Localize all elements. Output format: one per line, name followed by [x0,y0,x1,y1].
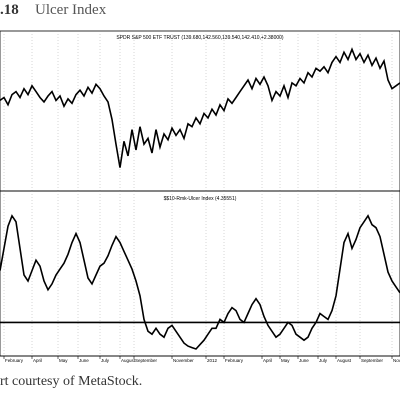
x-tick-label: February [225,358,244,363]
x-tick-label: April [263,358,272,363]
x-tick-label: November [173,358,194,363]
x-tick-label: September [135,358,158,363]
ulcer-series-line [0,214,400,350]
figure-caption: rt courtesy of MetaStock. [0,374,143,389]
x-tick-labels: February April May June July August September N… [3,356,400,363]
x-tick-label: May [59,358,68,363]
price-panel-title: SPDR S&P 500 ETF TRUST (139.680,142.560,… [116,35,284,41]
price-panel: SPDR S&P 500 ETF TRUST (139.680,142.560,… [0,30,400,192]
ulcer-panel-title: $$10-Rmk-Ulcer Index (4.35551) [164,196,237,202]
x-tick-label: September [361,358,384,363]
price-grid [3,31,393,191]
ulcer-grid [3,191,393,356]
x-tick-label: July [319,358,328,363]
chart-svg: SPDR S&P 500 ETF TRUST (139.680,142.560,… [0,30,400,363]
x-tick-label: Nove [393,358,400,363]
x-tick-label: February [5,358,24,363]
x-tick-label: June [299,358,309,363]
x-tick-label: May [281,358,290,363]
figure-title: Ulcer Index [35,2,107,18]
x-axis: February April May June July August September N… [0,355,400,363]
x-tick-label: April [33,358,42,363]
price-series-line [0,47,400,168]
figure-number: .18 [0,2,19,18]
x-tick-label: August [337,358,352,363]
x-tick-label: June [79,358,89,363]
ulcer-panel: $$10-Rmk-Ulcer Index (4.35551) [0,190,400,357]
price-panel-frame [0,30,400,192]
x-tick-label: July [101,358,110,363]
x-tick-label: 2012 [207,358,218,363]
x-tick-label: August [121,358,136,363]
chart-area: SPDR S&P 500 ETF TRUST (139.680,142.560,… [0,28,400,363]
